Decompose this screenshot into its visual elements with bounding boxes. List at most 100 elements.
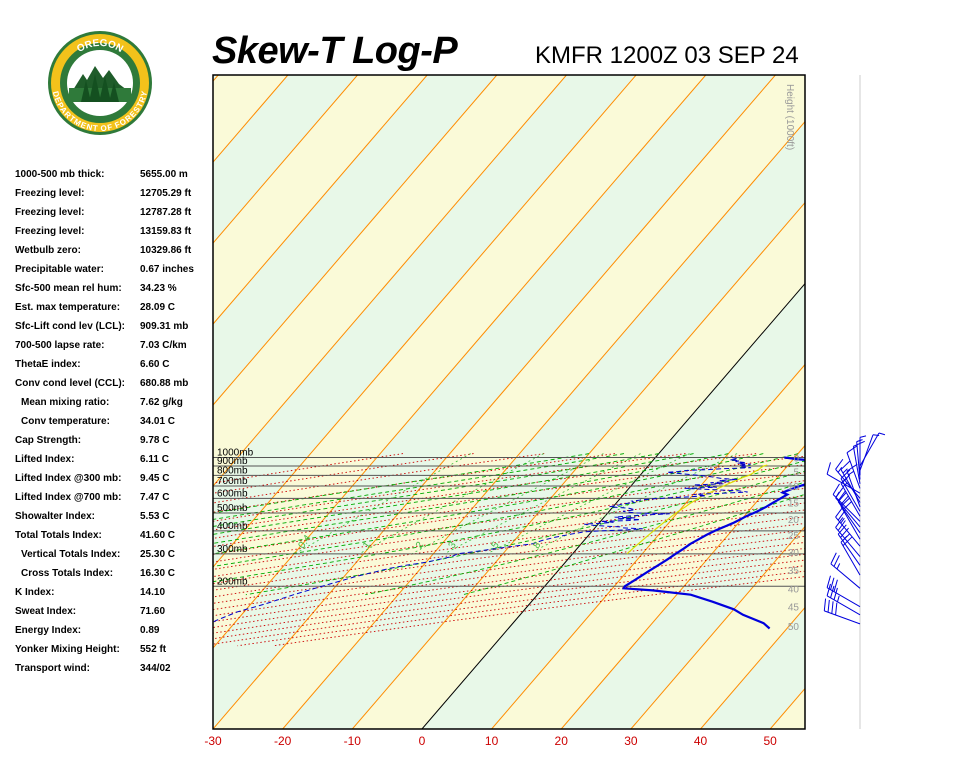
moist-adiabat	[365, 481, 805, 596]
pressure-label: 800mb	[217, 465, 248, 476]
parameter-row: Lifted Index @700 mb: 7.47 C	[15, 492, 215, 511]
parcel-trace	[626, 464, 768, 555]
isotherm-line	[213, 75, 567, 487]
parameter-row: Cap Strength: 9.78 C	[15, 435, 215, 454]
isotherm-line	[213, 75, 776, 729]
wind-barb	[826, 583, 861, 616]
wind-barb-half-feather	[878, 432, 886, 436]
height-axis-title: Height (1000ft)	[784, 84, 795, 150]
temperature-trace	[621, 456, 805, 630]
parameter-label: Lifted Index @700 mb:	[15, 492, 122, 503]
isotherm-band	[840, 75, 960, 729]
wind-barb-half-feather	[840, 517, 845, 524]
isotherm-line	[213, 75, 358, 244]
wind-barb-feather	[831, 601, 834, 614]
height-tick-label: 35	[788, 566, 800, 577]
moist-adiabat	[245, 470, 805, 596]
moist-adiabat	[213, 453, 590, 514]
parameter-label: Yonker Mixing Height:	[15, 644, 120, 655]
x-tick-label: -30	[204, 734, 222, 748]
x-tick-label: -20	[274, 734, 292, 748]
x-tick-label: -10	[344, 734, 362, 748]
parameter-label: Wetbulb zero:	[15, 245, 81, 256]
parameter-value: 6.60 C	[140, 359, 170, 370]
parameter-row: Mean mixing ratio: 7.62 g/kg	[15, 397, 215, 416]
parameter-list: 1000-500 mb thick: 5655.00 m Freezing leve…	[15, 169, 215, 682]
x-tick-label: 0	[419, 734, 426, 748]
wind-barb-staff	[840, 506, 861, 540]
mixing-ratio-line	[486, 453, 690, 555]
logo-top-text: OREGON	[75, 38, 125, 55]
plot-frame	[212, 74, 806, 730]
wind-barb-feather	[840, 460, 851, 470]
parameter-value: 14.10	[140, 587, 166, 598]
plot-area	[0, 75, 960, 729]
wind-barb-half-feather	[842, 468, 848, 474]
parameter-label: Vertical Totals Index:	[21, 549, 121, 560]
wind-barb-staff	[832, 494, 861, 522]
wind-barb-half-feather	[859, 435, 867, 438]
parameter-row: Sfc-Lift cond lev (LCL): 909.31 mb	[15, 321, 215, 340]
parameter-value: 5.53 C	[140, 511, 170, 522]
parameter-value: 552 ft	[140, 644, 167, 655]
parameter-row: Precipitable water: 0.67 inches	[15, 264, 215, 283]
isotherm-line	[351, 201, 805, 729]
parameter-value: 7.62 g/kg	[140, 397, 183, 408]
wind-barb	[835, 517, 861, 557]
wind-barb-half-feather	[837, 595, 840, 602]
wind-barb-staff	[826, 473, 861, 494]
svg-text:OREGON: OREGON	[75, 38, 125, 55]
parameter-label: Lifted Index:	[15, 454, 75, 465]
parameter-label: Transport wind:	[15, 663, 90, 674]
parameter-label: Sfc-500 mean rel hum:	[15, 283, 122, 294]
dry-adiabat	[213, 529, 805, 611]
parameter-row: Conv temperature: 34.01 C	[15, 416, 215, 435]
dry-adiabat	[213, 453, 686, 522]
wind-barb-staff	[835, 468, 861, 499]
height-tick-label: 0	[793, 454, 799, 465]
wind-barb	[835, 458, 861, 499]
parameter-label: Sfc-Lift cond lev (LCL):	[15, 321, 125, 332]
parameter-label: Energy Index:	[15, 625, 82, 636]
wind-barb	[859, 432, 886, 467]
wind-barb-feather	[826, 583, 831, 596]
parameter-label: Mean mixing ratio:	[21, 397, 110, 408]
parameter-row: ThetaE index: 6.60 C	[15, 359, 215, 378]
parameter-label: Freezing level:	[15, 226, 85, 237]
parameter-label: 1000-500 mb thick:	[15, 169, 105, 180]
parameter-value: 6.11 C	[140, 454, 169, 465]
wind-barb-feather	[830, 577, 835, 590]
parameter-label: Showalter Index:	[15, 511, 96, 522]
wind-barb	[840, 460, 861, 503]
parameter-value: 5655.00 m	[140, 169, 188, 180]
dry-adiabat	[213, 487, 805, 570]
wind-barb-feather	[833, 555, 840, 567]
parameter-row: Conv cond level (CCL): 680.88 mb	[15, 378, 215, 397]
parameter-value: 7.47 C	[140, 492, 170, 503]
wind-barb-staff	[846, 452, 861, 489]
x-tick-label: 30	[624, 734, 638, 748]
dewpoint-trace	[213, 457, 752, 623]
moist-adiabat	[213, 460, 805, 583]
mixing-ratio-label: 1	[361, 540, 373, 551]
wind-barb-staff	[840, 483, 861, 517]
wind-barb-feather	[835, 517, 844, 528]
height-tick-label: 25	[788, 531, 800, 542]
parameter-row: Sfc-500 mean rel hum: 34.23 %	[15, 283, 215, 302]
parameter-value: 12787.28 ft	[140, 207, 192, 218]
wind-barb-staff	[852, 446, 861, 484]
isotherm-band	[0, 75, 149, 729]
chart-title: Skew-T Log-P	[212, 30, 458, 72]
mixing-ratio-label: 3	[447, 540, 459, 551]
height-tick-label: 50	[788, 622, 800, 633]
parameter-label: Precipitable water:	[15, 264, 104, 275]
wind-barb-feather	[835, 506, 844, 518]
mixing-ratio-line	[294, 453, 471, 555]
isotherm-line	[0, 75, 149, 729]
parameter-row: Energy Index: 0.89	[15, 625, 215, 644]
wind-barb	[846, 445, 861, 489]
wind-barb	[830, 552, 861, 589]
dry-adiabat	[213, 472, 805, 555]
parameter-value: 9.45 C	[140, 473, 170, 484]
wind-barb-feather	[826, 575, 831, 588]
